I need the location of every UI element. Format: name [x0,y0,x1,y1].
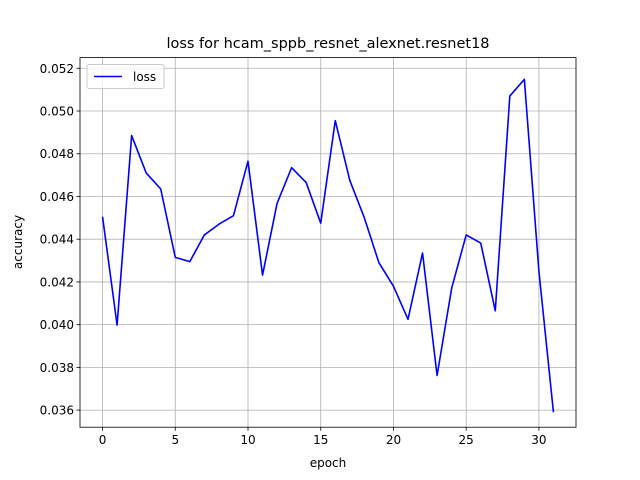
legend-box [86,64,165,89]
grid [80,57,576,428]
legend: loss [86,64,165,89]
x-tick-label: 15 [313,433,328,447]
y-axis-label: accuracy [11,215,25,269]
y-tick-label: 0.044 [40,233,74,247]
x-axis-label: epoch [310,456,347,470]
y-tick-label: 0.042 [40,275,74,289]
x-axis: 0 5 10 15 20 25 30 [99,427,547,447]
legend-label: loss [133,70,156,84]
y-tick-label: 0.052 [40,62,74,76]
y-tick-label: 0.038 [40,361,74,375]
y-tick-label: 0.036 [40,404,74,418]
x-tick-label: 5 [171,433,179,447]
x-tick-label: 10 [240,433,255,447]
plot-frame [79,57,577,428]
x-tick-label: 20 [386,433,401,447]
series-layer [101,78,555,413]
x-tick-label: 25 [459,433,474,447]
chart-title: loss for hcam_sppb_resnet_alexnet.resnet… [166,36,489,52]
x-tick-label: 0 [99,433,107,447]
y-tick-label: 0.048 [40,147,74,161]
y-tick-label: 0.046 [40,190,74,204]
y-axis: 0.036 0.038 0.040 0.042 0.044 0.046 0.048 0.050… [40,62,80,418]
y-tick-label: 0.050 [40,105,74,119]
y-tick-label: 0.040 [40,318,74,332]
series-line-loss [101,78,555,413]
x-tick-label: 30 [531,433,546,447]
